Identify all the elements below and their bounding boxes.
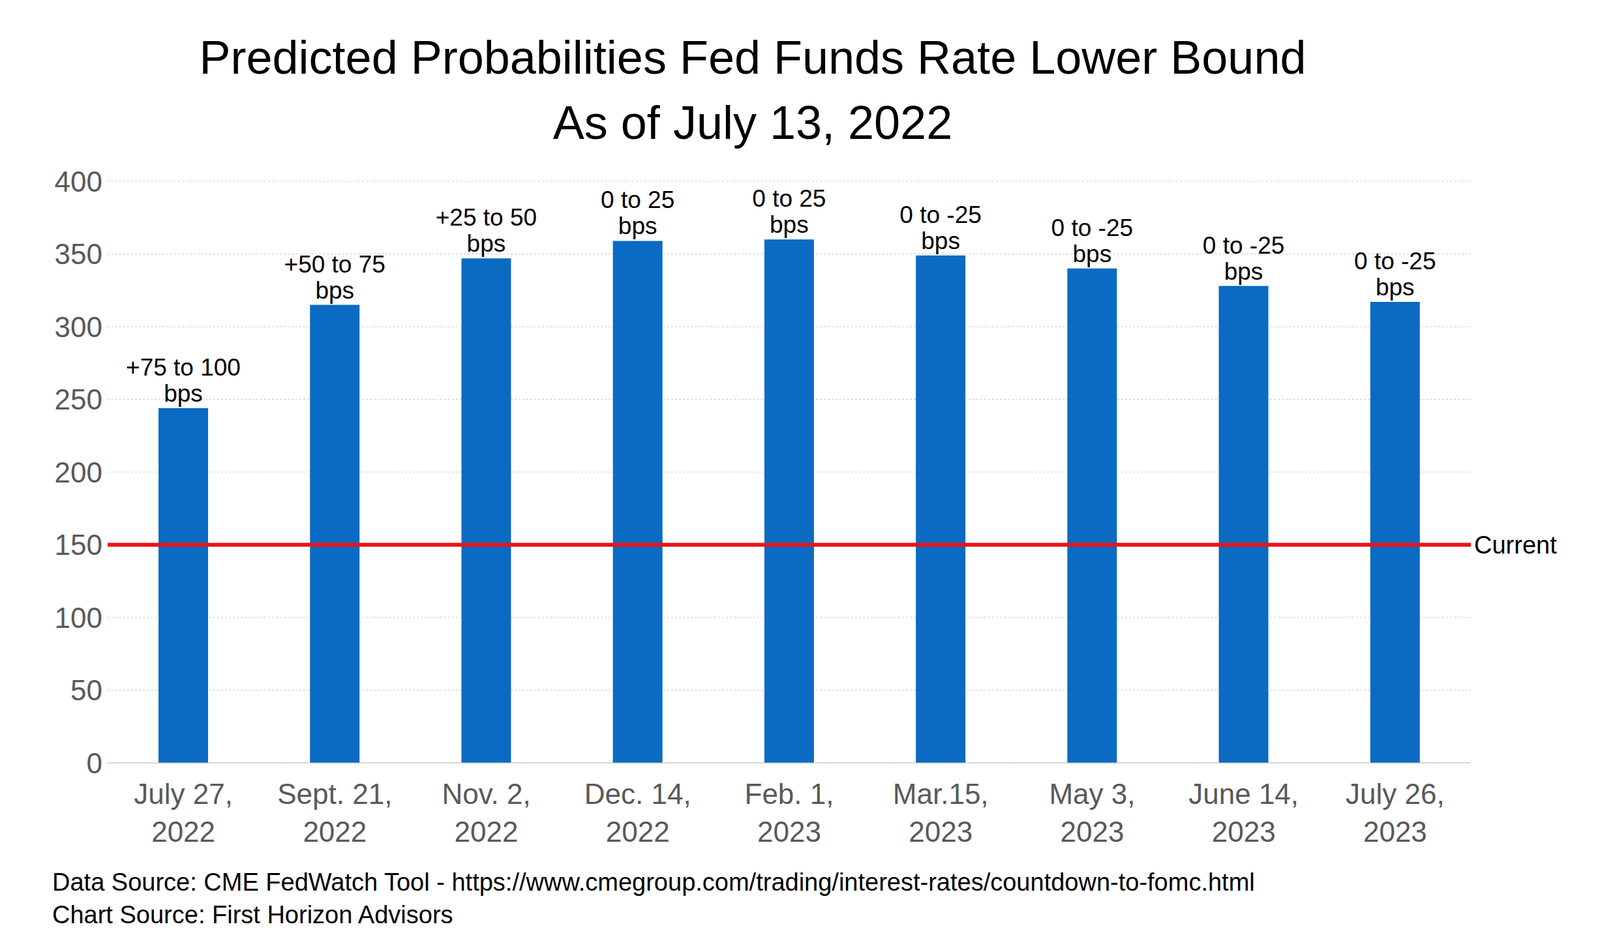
svg-text:Sept. 21,: Sept. 21,: [277, 778, 393, 811]
svg-text:Nov. 2,: Nov. 2,: [441, 778, 531, 811]
svg-text:July 27,: July 27,: [133, 778, 233, 811]
svg-text:bps: bps: [769, 211, 809, 239]
svg-text:+50 to 75: +50 to 75: [284, 251, 386, 278]
svg-text:150: 150: [54, 528, 103, 561]
svg-text:350: 350: [54, 238, 103, 271]
svg-text:2023: 2023: [908, 815, 973, 848]
svg-text:300: 300: [54, 311, 103, 344]
svg-text:June 14,: June 14,: [1188, 778, 1299, 811]
svg-text:May 3,: May 3,: [1048, 778, 1135, 811]
svg-text:400: 400: [54, 165, 103, 198]
svg-text:Dec. 14,: Dec. 14,: [584, 778, 692, 811]
svg-text:+25 to 50: +25 to 50: [435, 204, 537, 231]
svg-text:0 to -25: 0 to -25: [1051, 214, 1133, 242]
svg-text:bps: bps: [467, 230, 507, 257]
svg-text:2022: 2022: [302, 815, 367, 848]
svg-text:+75 to 100: +75 to 100: [125, 354, 241, 381]
svg-text:2022: 2022: [454, 815, 519, 848]
html-text:As of July 13, 2022: As of July 13, 2022: [552, 96, 953, 149]
svg-text:0 to 25: 0 to 25: [752, 185, 826, 212]
svg-text:0 to 25: 0 to 25: [600, 186, 675, 214]
svg-text:2023: 2023: [1211, 815, 1276, 848]
html-text:Data Source: CME FedWatch Tool: Data Source: CME FedWatch Tool - https:/…: [52, 868, 1255, 897]
svg-text:0 to -25: 0 to -25: [1202, 232, 1285, 259]
svg-text:bps: bps: [1072, 240, 1113, 268]
svg-text:bps: bps: [920, 227, 961, 255]
svg-text:2022: 2022: [151, 815, 216, 848]
svg-text:50: 50: [70, 674, 103, 707]
svg-text:250: 250: [54, 383, 103, 416]
svg-text:100: 100: [54, 602, 103, 634]
svg-text:bps: bps: [1224, 258, 1264, 286]
svg-text:bps: bps: [163, 380, 203, 408]
svg-text:bps: bps: [315, 277, 355, 304]
svg-text:Mar.15,: Mar.15,: [892, 778, 989, 811]
svg-text:2022: 2022: [605, 815, 670, 848]
svg-text:0: 0: [86, 747, 103, 780]
svg-text:2023: 2023: [1059, 815, 1124, 848]
html-text:Predicted Probabilities Fed Fu: Predicted Probabilities Fed Funds Rate L…: [199, 31, 1307, 84]
html-text:Chart Source: First Horizon Ad: Chart Source: First Horizon Advisors: [52, 901, 453, 929]
svg-text:2023: 2023: [757, 815, 822, 848]
svg-text:bps: bps: [1375, 273, 1415, 301]
svg-text:0 to -25: 0 to -25: [1354, 247, 1436, 275]
svg-text:0 to -25: 0 to -25: [899, 201, 982, 229]
svg-text:Current: Current: [1474, 531, 1557, 559]
svg-text:2023: 2023: [1363, 815, 1428, 848]
svg-text:Feb. 1,: Feb. 1,: [744, 778, 835, 811]
svg-text:July 26,: July 26,: [1345, 778, 1445, 811]
svg-text:bps: bps: [618, 212, 658, 240]
svg-text:200: 200: [54, 456, 103, 489]
